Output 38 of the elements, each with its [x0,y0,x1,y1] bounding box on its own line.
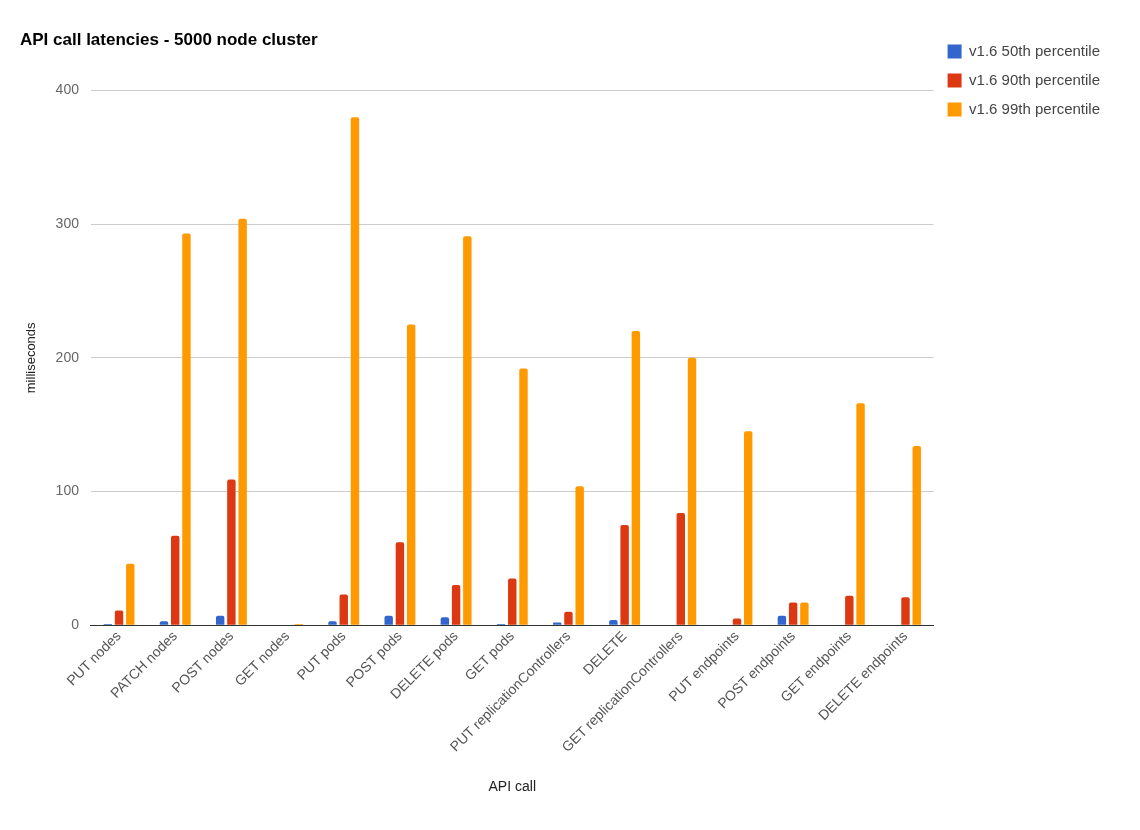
bar [912,446,921,625]
bar [350,117,360,625]
bar [508,578,517,625]
bar [406,324,416,625]
legend-label: v1.6 90th percentile [969,70,1100,88]
bar [743,431,753,625]
bar [788,602,798,625]
chart-title: API call latencies - 5000 node cluster [20,29,319,49]
y-tick-label: 200 [55,348,80,365]
bar [687,357,697,625]
bar [564,611,573,625]
bar [451,585,461,625]
y-tick-label: 300 [55,214,80,231]
bar [114,610,124,625]
bar [620,524,629,625]
x-axis-title: API call [488,778,536,795]
y-tick-label: 0 [71,616,80,633]
bar [463,236,472,625]
bar [575,486,584,625]
bar [238,218,247,625]
bar [519,368,528,625]
bar [126,563,135,625]
y-tick-label: 100 [55,482,80,499]
bar [631,331,641,625]
bar [800,602,809,625]
bar [845,595,854,625]
bar [856,403,865,625]
bar [339,594,348,625]
y-axis-title: milliseconds [23,321,39,394]
bar [901,597,910,625]
bar [227,479,236,625]
y-tick-label: 400 [55,81,80,98]
legend-label: v1.6 99th percentile [969,99,1100,117]
bar [395,542,405,625]
bar [171,535,180,625]
legend-label: v1.6 50th percentile [969,41,1100,59]
bar [182,233,191,625]
bar [676,512,686,625]
